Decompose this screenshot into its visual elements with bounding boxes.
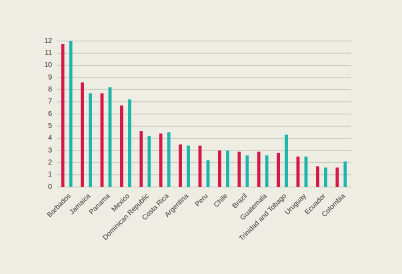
bar (80, 82, 84, 187)
bar (108, 87, 112, 187)
bar (147, 135, 151, 187)
y-tick-label: 0 (48, 184, 52, 191)
bar (167, 132, 171, 187)
bar (206, 160, 210, 187)
bar (218, 150, 222, 187)
bar (304, 156, 308, 187)
y-tick-label: 6 (48, 111, 52, 118)
y-tick-label: 8 (48, 87, 52, 94)
bar (265, 155, 269, 187)
bar (335, 167, 339, 187)
bar (276, 152, 280, 187)
y-tick-label: 9 (48, 74, 52, 81)
bar (237, 151, 241, 187)
bar (120, 105, 124, 187)
bar (128, 99, 132, 187)
y-tick-label: 7 (48, 99, 52, 106)
bar (178, 144, 182, 187)
y-tick-label: 10 (44, 62, 52, 69)
bar (343, 161, 347, 187)
bar (139, 131, 143, 187)
bar (324, 167, 328, 187)
y-tick-label: 12 (44, 38, 52, 45)
y-tick-label: 11 (45, 50, 52, 57)
bar (61, 44, 65, 187)
x-tick-label: Barbados (46, 192, 72, 218)
x-tick-label: Chile (213, 193, 229, 209)
bar (257, 151, 261, 187)
bar (284, 134, 288, 187)
bar (69, 41, 73, 187)
bar (88, 93, 92, 187)
x-tick-label: Panama (88, 193, 111, 216)
bar (100, 93, 104, 187)
bar (198, 145, 202, 187)
x-tick-label: Brazil (232, 192, 250, 210)
x-tick-label: Peru (194, 193, 209, 208)
y-tick-label: 4 (48, 135, 52, 142)
y-tick-label: 2 (48, 160, 52, 167)
bar (316, 166, 320, 187)
y-tick-label: 5 (48, 123, 52, 130)
y-tick-label: 1 (48, 172, 52, 179)
y-tick-label: 3 (48, 147, 52, 154)
bar (159, 133, 163, 187)
bar (296, 156, 300, 187)
bar (226, 150, 230, 187)
bar (245, 155, 249, 187)
bar (186, 145, 190, 187)
